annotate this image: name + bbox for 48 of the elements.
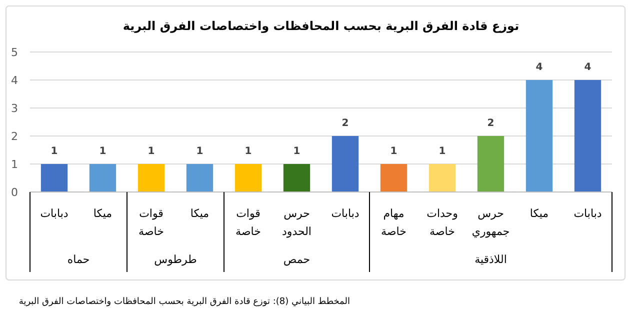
chart-title: توزع قادة الفرق البرية بحسب المحافظات واختصاصات الفرق البرية xyxy=(122,19,520,33)
x-tick-label: قوات خاصة xyxy=(236,207,261,238)
x-tick-label: دبابات xyxy=(40,207,68,220)
bar xyxy=(477,136,504,192)
text: طرطوس xyxy=(154,253,198,266)
x-tick-label: وحدات خاصة xyxy=(426,207,458,238)
bar xyxy=(40,164,68,192)
bar xyxy=(380,164,408,192)
data-label: 4 xyxy=(584,62,592,73)
x-tick-label: دبابات xyxy=(574,207,602,220)
x-tick-label: مهام خاصة xyxy=(381,207,406,238)
bar xyxy=(283,164,310,192)
y-tick-label: 0 xyxy=(11,186,18,199)
data-label: 1 xyxy=(196,146,204,157)
x-tick-label: حرس الحدود xyxy=(282,207,312,238)
x-tick-label: حرس جمهوري xyxy=(472,207,510,238)
x-tick-label: دبابات xyxy=(331,207,360,220)
bar xyxy=(526,80,553,192)
text: حمص xyxy=(283,253,310,266)
bar xyxy=(234,164,262,192)
bar xyxy=(89,164,116,192)
data-label: 1 xyxy=(244,146,252,157)
x-tick-label: ميكا xyxy=(530,207,549,220)
x-tick-label: ميكا xyxy=(190,207,210,220)
y-tick-label: 5 xyxy=(11,46,18,59)
bar xyxy=(186,164,214,192)
bar xyxy=(428,164,456,192)
bar xyxy=(138,164,165,192)
x-tick-label: ميكا xyxy=(93,207,112,220)
y-tick-label: 3 xyxy=(11,102,18,115)
y-tick-label: 4 xyxy=(11,74,18,87)
data-label: 1 xyxy=(293,146,300,157)
data-label: 1 xyxy=(50,146,58,157)
x-tick-label: قوات خاصة xyxy=(138,207,164,238)
bar xyxy=(574,80,602,192)
bar xyxy=(332,136,359,192)
data-label: 1 xyxy=(99,146,106,157)
data-label: 1 xyxy=(438,146,446,157)
text: اللاذقية xyxy=(474,253,507,266)
data-label: 4 xyxy=(536,62,543,73)
data-label: 1 xyxy=(390,146,398,157)
data-label: 2 xyxy=(487,118,494,129)
data-label: 1 xyxy=(148,146,155,157)
y-tick-label: 1 xyxy=(11,158,18,171)
text: المخطط البياني (8): توزع قادة الفرق البرية بحسب المحافظات واختصاصات الفرق البرية xyxy=(18,297,350,307)
y-tick-label: 2 xyxy=(11,130,18,143)
text: حماه xyxy=(67,253,90,266)
data-label: 2 xyxy=(342,118,349,129)
